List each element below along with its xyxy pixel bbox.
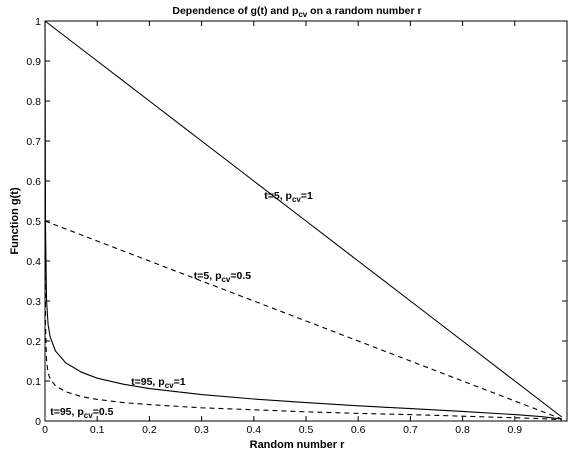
x-tick-label: 0.4: [246, 424, 261, 436]
series-line-t95-pcv0_5: [44, 220, 562, 421]
y-tick-label: 0.9: [26, 56, 41, 68]
x-tick-label: 0: [42, 424, 48, 436]
curve-annotation: t=95, pcv=0.5: [50, 406, 113, 420]
series-lines: [44, 20, 563, 421]
curve-annotation: t=95, pcv=1: [131, 376, 186, 390]
x-tick-label: 0.5: [299, 424, 314, 436]
y-tick-label: 0.8: [26, 96, 41, 108]
x-tick-label: 0.6: [351, 424, 366, 436]
curve-annotation: t=5, pcv=1: [264, 190, 313, 204]
x-tick-label: 0.2: [142, 424, 157, 436]
x-tick-label: 0.9: [507, 424, 522, 436]
series-line-t5-pcv1: [44, 20, 563, 418]
x-tick-label: 0.7: [403, 424, 418, 436]
y-tick-label: 0.6: [26, 176, 41, 188]
series-line-t95-pcv1: [44, 20, 562, 420]
x-tick-label: 0.3: [194, 424, 209, 436]
y-tick-label: 0.7: [26, 136, 41, 148]
x-tick-label: 0.8: [455, 424, 470, 436]
y-tick-label: 0.2: [26, 336, 41, 348]
y-tick-label: 0.3: [26, 296, 41, 308]
y-tick-label: 1: [35, 16, 41, 28]
series-line-t5-pcv0_5: [44, 220, 562, 420]
y-tick-label: 0.5: [26, 216, 41, 228]
x-axis-label: Random number r: [250, 439, 345, 451]
curve-annotation: t=5, pcv=0.5: [194, 270, 252, 284]
y-tick-label: 0: [35, 416, 41, 428]
y-tick-label: 0.1: [26, 376, 41, 388]
y-axis-label: Function g(t): [9, 187, 21, 255]
chart-title: Dependence of g(t) and pcv on a random n…: [172, 5, 421, 19]
x-tick-label: 0.1: [90, 424, 105, 436]
y-tick-label: 0.4: [26, 256, 41, 268]
annotations: t=5, pcv=1 t=5, pcv=0.5 t=95, pcv=1 t=95, p…: [50, 190, 313, 420]
axis-ticks: 0 0.1 0.2 0.3 0.4 0.5 0.6 0.7 0.8 0.9 0 0.1 0.2 0.3 0.…: [26, 16, 567, 436]
